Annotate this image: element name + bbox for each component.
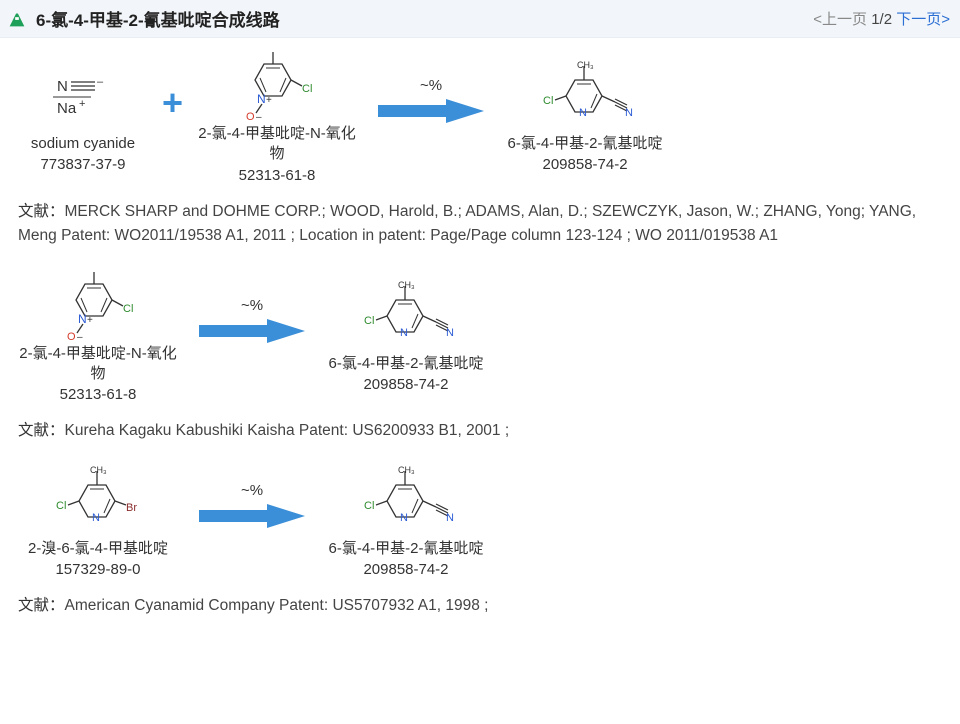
reaction-row: N CH₃ Cl Br 2-溴-6-氯-4-甲基吡啶157329-89-0~% … <box>18 465 942 578</box>
compound-name: 6-氯-4-甲基-2-氰基吡啶 <box>328 354 483 374</box>
reagent-compound: Cl N + O – 2-氯-4-甲基吡啶-N-氧化物52313-61-8 <box>18 270 178 404</box>
structure-diagram: N CH₃ Cl N <box>535 60 635 132</box>
compound-name: 6-氯-4-甲基-2-氰基吡啶 <box>508 134 663 154</box>
reagent-compound: N – Na + sodium cyanide 773837-37-9 <box>18 60 148 173</box>
reaction-arrow: ~% <box>192 297 312 376</box>
synthesis-route: N CH₃ Cl Br 2-溴-6-氯-4-甲基吡啶157329-89-0~% … <box>0 453 960 586</box>
page-position: 1/2 <box>871 11 892 28</box>
compound-name: 2-氯-4-甲基吡啶-N-氧化物 <box>197 124 357 165</box>
compound-name: sodium cyanide <box>31 134 135 154</box>
svg-text:Cl: Cl <box>123 303 133 315</box>
svg-text:Na: Na <box>57 100 77 117</box>
compound-cas: 52313-61-8 <box>60 386 137 403</box>
svg-text:Cl: Cl <box>56 500 66 512</box>
product-compound: N CH₃ Cl N 6-氯-4-甲基-2-氰基吡啶 209858-74-2 <box>326 280 486 393</box>
svg-text:CH₃: CH₃ <box>398 465 415 475</box>
reaction-arrow: ~% <box>192 482 312 561</box>
reference-label: 文献： <box>18 597 65 614</box>
structure-diagram: N – Na + <box>43 60 123 132</box>
compound-cas: 157329-89-0 <box>55 561 140 578</box>
reference-citation: 文献：American Cyanamid Company Patent: US5… <box>0 586 960 628</box>
reaction-arrow: ~% <box>371 77 491 156</box>
svg-text:Br: Br <box>126 502 137 514</box>
compound-cas: 209858-74-2 <box>363 561 448 578</box>
reference-citation: 文献：MERCK SHARP and DOHME CORP.; WOOD, Ha… <box>0 192 960 258</box>
svg-text:Cl: Cl <box>543 95 553 107</box>
svg-text:CH₃: CH₃ <box>398 280 415 290</box>
svg-text:+: + <box>79 98 85 110</box>
svg-text:N: N <box>579 107 587 119</box>
svg-text:O: O <box>67 331 76 342</box>
svg-text:N: N <box>57 78 68 95</box>
prev-page[interactable]: <上一页 <box>813 11 867 28</box>
svg-text:CH₃: CH₃ <box>90 465 107 475</box>
svg-text:–: – <box>256 112 262 122</box>
section-header: 6-氯-4-甲基-2-氰基吡啶合成线路 <上一页 1/2 下一页> <box>0 0 960 38</box>
page-title: 6-氯-4-甲基-2-氰基吡啶合成线路 <box>36 6 280 31</box>
routes-list: N – Na + sodium cyanide 773837-37-9 + Cl N… <box>0 38 960 628</box>
header-left: 6-氯-4-甲基-2-氰基吡啶合成线路 <box>6 6 280 31</box>
svg-text:Cl: Cl <box>364 315 374 327</box>
reagent-compound: N CH₃ Cl Br 2-溴-6-氯-4-甲基吡啶 157329-89-0 <box>18 465 178 578</box>
reagent-compound: Cl N + O – 2-氯-4-甲基吡啶-N-氧化物 52313-61-8 <box>197 50 357 184</box>
svg-text:N: N <box>625 107 633 119</box>
svg-text:N: N <box>400 512 408 524</box>
yield-label: ~% <box>241 297 263 314</box>
route-icon <box>6 8 28 30</box>
product-compound: N CH₃ Cl N 6-氯-4-甲基-2-氰基吡啶 209858-74-2 <box>505 60 665 173</box>
pagination: <上一页 1/2 下一页> <box>813 8 950 29</box>
svg-text:–: – <box>77 332 83 342</box>
compound-cas: 773837-37-9 <box>40 156 125 173</box>
compound-cas: 52313-61-8 <box>239 167 316 184</box>
svg-text:N: N <box>446 327 454 339</box>
yield-label: ~% <box>241 482 263 499</box>
svg-text:–: – <box>97 76 104 88</box>
svg-text:N: N <box>92 512 100 524</box>
structure-diagram: Cl N + O – <box>232 50 322 122</box>
compound-name: 2-氯-4-甲基吡啶-N-氧化物 <box>18 344 178 385</box>
reference-label: 文献： <box>18 203 65 220</box>
svg-text:Cl: Cl <box>302 83 312 95</box>
compound-cas: 209858-74-2 <box>542 156 627 173</box>
reaction-row: Cl N + O – 2-氯-4-甲基吡啶-N-氧化物52313-61-8~% … <box>18 270 942 404</box>
svg-text:Cl: Cl <box>364 500 374 512</box>
compound-cas: 209858-74-2 <box>363 376 448 393</box>
svg-text:+: + <box>87 315 93 326</box>
reference-citation: 文献：Kureha Kagaku Kabushiki Kaisha Patent… <box>0 411 960 453</box>
reaction-row: N – Na + sodium cyanide 773837-37-9 + Cl N… <box>18 50 942 184</box>
compound-name: 6-氯-4-甲基-2-氰基吡啶 <box>328 539 483 559</box>
structure-diagram: N CH₃ Cl N <box>356 465 456 537</box>
product-compound: N CH₃ Cl N 6-氯-4-甲基-2-氰基吡啶 209858-74-2 <box>326 465 486 578</box>
structure-diagram: N CH₃ Cl N <box>356 280 456 352</box>
compound-name: 2-溴-6-氯-4-甲基吡啶 <box>28 539 168 559</box>
structure-diagram: Cl N + O – <box>53 270 143 342</box>
svg-text:N: N <box>446 512 454 524</box>
svg-text:CH₃: CH₃ <box>577 60 594 70</box>
synthesis-route: Cl N + O – 2-氯-4-甲基吡啶-N-氧化物52313-61-8~% … <box>0 258 960 412</box>
reference-label: 文献： <box>18 422 65 439</box>
plus-operator: + <box>162 82 183 152</box>
synthesis-route: N – Na + sodium cyanide 773837-37-9 + Cl N… <box>0 38 960 192</box>
yield-label: ~% <box>420 77 442 94</box>
svg-text:N: N <box>400 327 408 339</box>
next-page[interactable]: 下一页> <box>896 11 950 28</box>
svg-text:+: + <box>266 95 272 106</box>
svg-text:O: O <box>246 111 255 122</box>
structure-diagram: N CH₃ Cl Br <box>48 465 148 537</box>
